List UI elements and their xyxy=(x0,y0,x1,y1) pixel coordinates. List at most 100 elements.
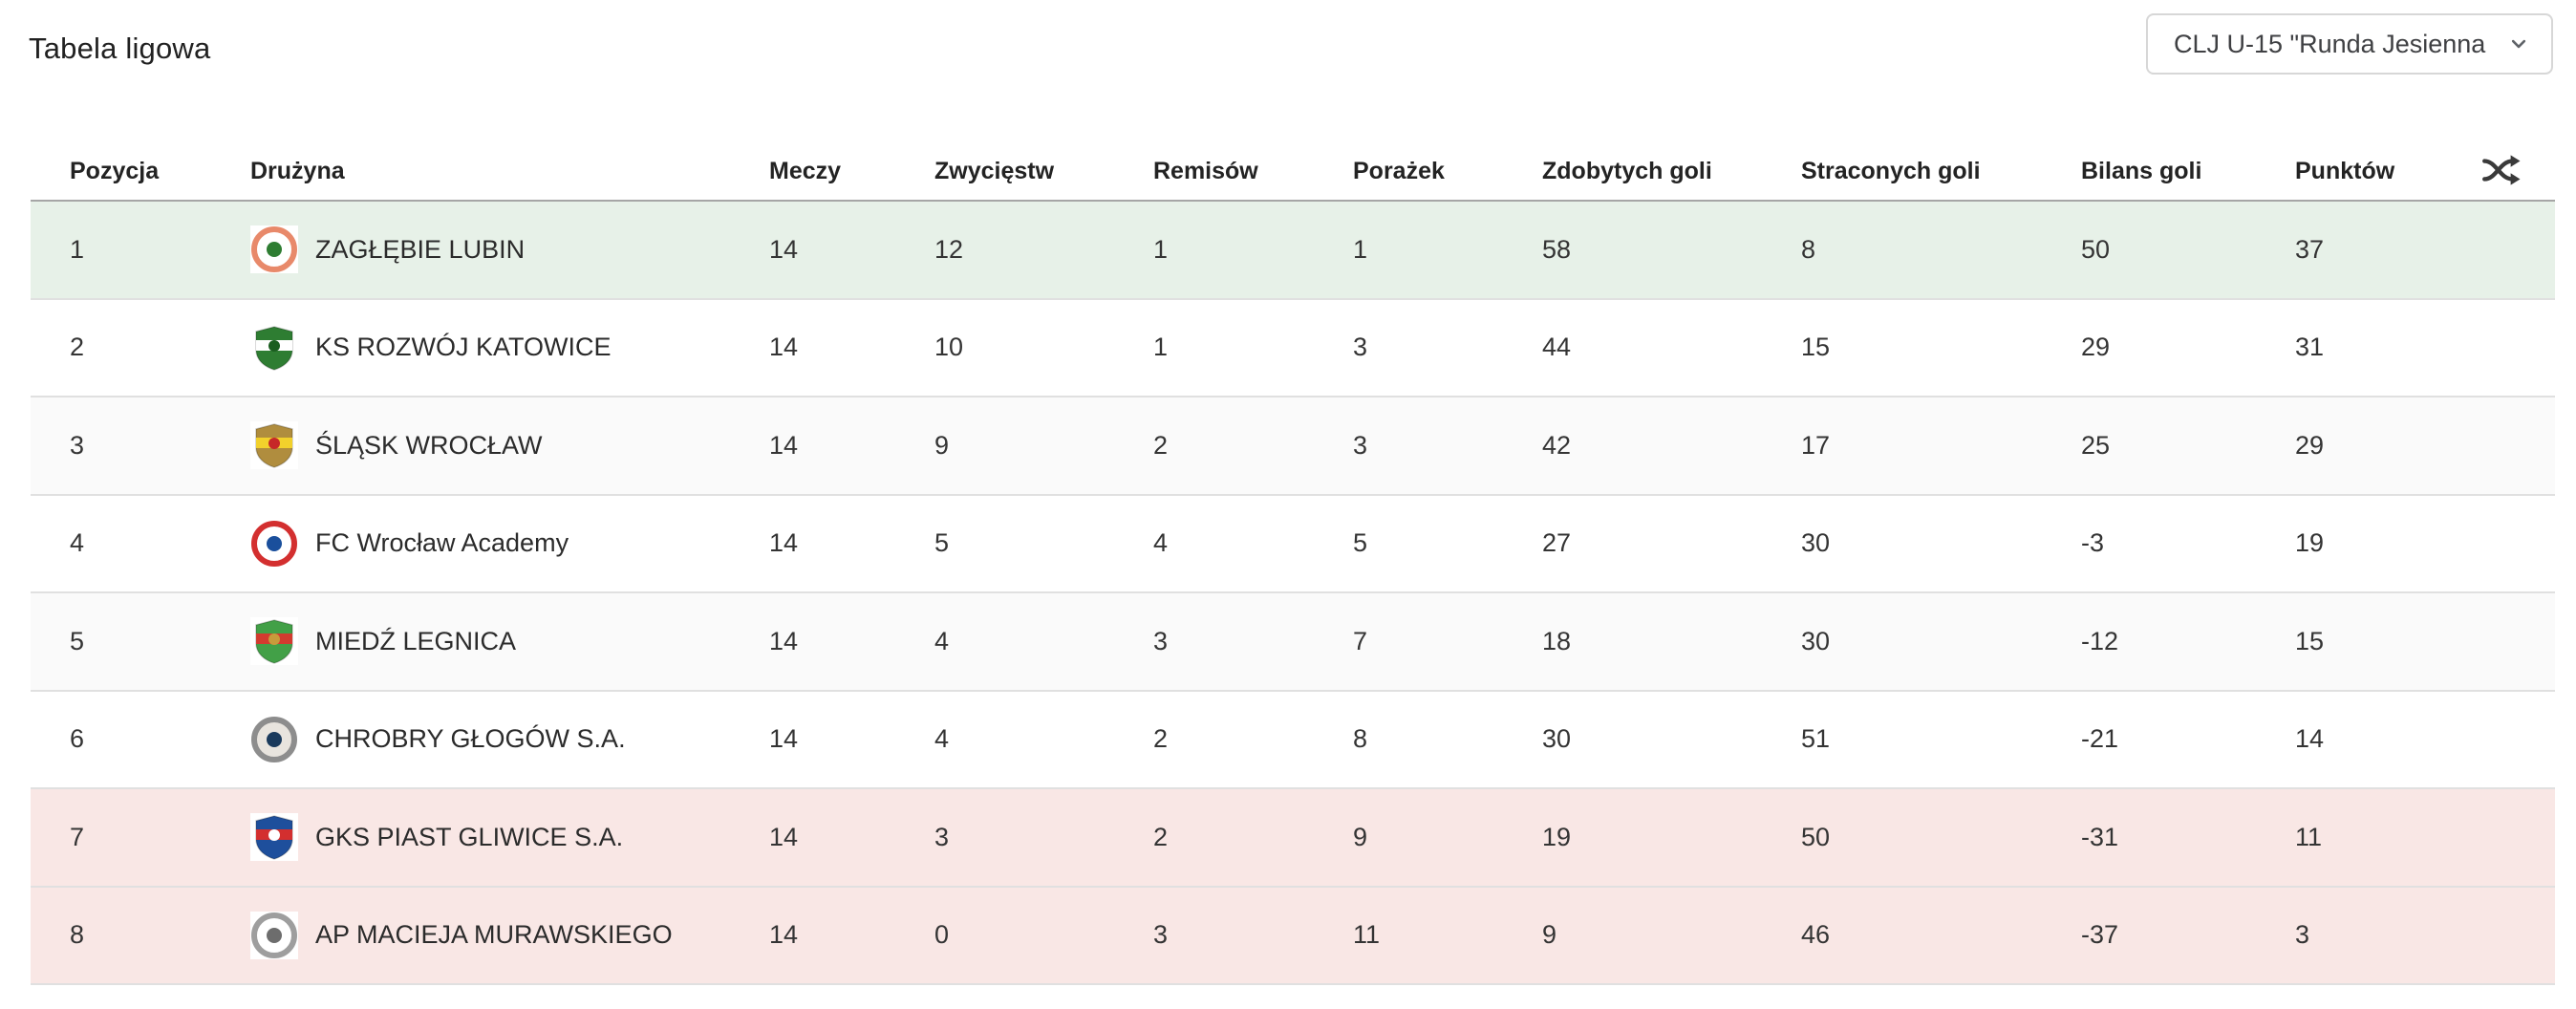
matches-cell: 14 xyxy=(769,920,799,950)
column-header-matches: Meczy xyxy=(769,158,842,184)
goals-against-cell: 17 xyxy=(1801,430,1831,460)
column-header-points: Punktów xyxy=(2295,158,2395,184)
losses-cell: 3 xyxy=(1353,333,1368,362)
points-cell: 29 xyxy=(2295,430,2325,460)
goals-against-cell: 15 xyxy=(1801,333,1831,362)
team-crest-icon xyxy=(250,323,298,372)
wins-cell: 10 xyxy=(934,333,964,362)
matches-cell: 14 xyxy=(769,626,799,655)
wins-cell: 0 xyxy=(934,920,950,950)
goals-for-cell: 58 xyxy=(1542,234,1572,264)
goal-diff-cell: -12 xyxy=(2081,626,2119,655)
team-cell: ŚLĄSK WROCŁAW xyxy=(250,421,769,470)
losses-cell: 1 xyxy=(1353,234,1368,264)
team-row[interactable]: 3 ŚLĄSK WROCŁAW 14 9 2 3 42 17 25 29 xyxy=(31,397,2555,496)
draws-cell: 2 xyxy=(1153,724,1169,754)
draws-cell: 2 xyxy=(1153,430,1169,460)
points-cell: 14 xyxy=(2295,724,2325,754)
goal-diff-cell: -21 xyxy=(2081,724,2119,754)
column-header-draws: Remisów xyxy=(1153,158,1258,184)
column-header-goals-for: Zdobytych goli xyxy=(1542,158,1712,184)
points-cell: 19 xyxy=(2295,528,2325,558)
team-row[interactable]: 2 KS ROZWÓJ KATOWICE 14 10 1 3 44 15 29 … xyxy=(31,299,2555,397)
goals-against-cell: 30 xyxy=(1801,626,1831,655)
goals-for-cell: 42 xyxy=(1542,430,1572,460)
team-row[interactable]: 8 AP MACIEJA MURAWSKIEGO 14 0 3 11 9 46 … xyxy=(31,887,2555,985)
team-name: KS ROZWÓJ KATOWICE xyxy=(315,333,612,362)
goals-for-cell: 19 xyxy=(1542,822,1572,851)
team-crest-icon xyxy=(250,225,298,274)
draws-cell: 1 xyxy=(1153,234,1169,264)
losses-cell: 7 xyxy=(1353,626,1368,655)
page-title: Tabela ligowa xyxy=(29,32,211,65)
team-name: ŚLĄSK WROCŁAW xyxy=(315,430,543,460)
wins-cell: 4 xyxy=(934,626,950,655)
draws-cell: 3 xyxy=(1153,626,1169,655)
draws-cell: 4 xyxy=(1153,528,1169,558)
goals-for-cell: 9 xyxy=(1542,920,1557,950)
draws-cell: 3 xyxy=(1153,920,1169,950)
shuffle-button[interactable] xyxy=(2482,154,2526,189)
team-row[interactable]: 4 FC Wrocław Academy 14 5 4 5 27 30 -3 1… xyxy=(31,495,2555,593)
position-cell: 2 xyxy=(70,333,85,362)
position-cell: 4 xyxy=(70,528,85,558)
column-header-goals-against: Straconych goli xyxy=(1801,158,1981,184)
column-header-losses: Porażek xyxy=(1353,158,1445,184)
team-crest-icon xyxy=(250,715,298,763)
goal-diff-cell: -31 xyxy=(2081,822,2119,851)
goal-diff-cell: -37 xyxy=(2081,920,2119,950)
goals-against-cell: 46 xyxy=(1801,920,1831,950)
matches-cell: 14 xyxy=(769,528,799,558)
wins-cell: 3 xyxy=(934,822,950,851)
goal-diff-cell: 25 xyxy=(2081,430,2111,460)
team-name: AP MACIEJA MURAWSKIEGO xyxy=(315,920,673,950)
team-name: FC Wrocław Academy xyxy=(315,528,569,558)
column-header-team: Drużyna xyxy=(250,158,345,184)
team-row[interactable]: 6 CHROBRY GŁOGÓW S.A. 14 4 2 8 30 51 -21… xyxy=(31,691,2555,789)
team-row[interactable]: 7 GKS PIAST GLIWICE S.A. 14 3 2 9 19 50 … xyxy=(31,789,2555,888)
wins-cell: 5 xyxy=(934,528,950,558)
losses-cell: 8 xyxy=(1353,724,1368,754)
team-name: GKS PIAST GLIWICE S.A. xyxy=(315,822,624,851)
wins-cell: 4 xyxy=(934,724,950,754)
points-cell: 15 xyxy=(2295,626,2325,655)
draws-cell: 2 xyxy=(1153,822,1169,851)
goals-against-cell: 8 xyxy=(1801,234,1816,264)
losses-cell: 9 xyxy=(1353,822,1368,851)
team-cell: CHROBRY GŁOGÓW S.A. xyxy=(250,715,769,763)
goals-against-cell: 50 xyxy=(1801,822,1831,851)
table-body: 1 ZAGŁĘBIE LUBIN 14 12 1 1 58 8 50 37 2 … xyxy=(31,202,2555,985)
points-cell: 37 xyxy=(2295,234,2325,264)
matches-cell: 14 xyxy=(769,822,799,851)
shuffle-icon xyxy=(2482,154,2526,189)
column-header-goal-diff: Bilans goli xyxy=(2081,158,2202,184)
goals-against-cell: 30 xyxy=(1801,528,1831,558)
team-name: ZAGŁĘBIE LUBIN xyxy=(315,234,526,264)
matches-cell: 14 xyxy=(769,234,799,264)
column-header-position: Pozycja xyxy=(70,158,160,184)
team-cell: KS ROZWÓJ KATOWICE xyxy=(250,323,769,372)
losses-cell: 3 xyxy=(1353,430,1368,460)
season-select-dropdown[interactable]: CLJ U-15 "Runda Jesienna G… xyxy=(2146,13,2553,75)
matches-cell: 14 xyxy=(769,333,799,362)
team-name: CHROBRY GŁOGÓW S.A. xyxy=(315,724,626,754)
points-cell: 11 xyxy=(2295,822,2323,851)
team-cell: GKS PIAST GLIWICE S.A. xyxy=(250,813,769,862)
matches-cell: 14 xyxy=(769,724,799,754)
position-cell: 6 xyxy=(70,724,85,754)
points-cell: 31 xyxy=(2295,333,2325,362)
position-cell: 8 xyxy=(70,920,85,950)
team-row[interactable]: 5 MIEDŹ LEGNICA 14 4 3 7 18 30 -12 15 xyxy=(31,593,2555,692)
team-name: MIEDŹ LEGNICA xyxy=(315,626,517,655)
team-crest-icon xyxy=(250,813,298,862)
goals-for-cell: 30 xyxy=(1542,724,1572,754)
points-cell: 3 xyxy=(2295,920,2310,950)
position-cell: 5 xyxy=(70,626,85,655)
team-cell: ZAGŁĘBIE LUBIN xyxy=(250,225,769,274)
team-row[interactable]: 1 ZAGŁĘBIE LUBIN 14 12 1 1 58 8 50 37 xyxy=(31,202,2555,300)
team-crest-icon xyxy=(250,617,298,666)
matches-cell: 14 xyxy=(769,430,799,460)
position-cell: 3 xyxy=(70,430,85,460)
position-cell: 1 xyxy=(70,234,85,264)
